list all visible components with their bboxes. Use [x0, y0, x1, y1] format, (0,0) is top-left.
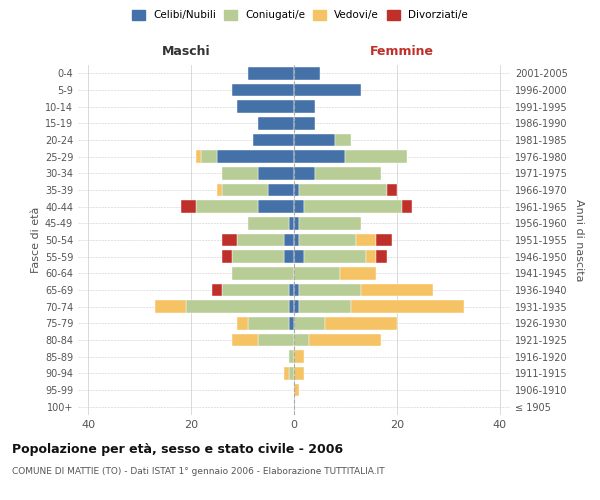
Text: Popolazione per età, sesso e stato civile - 2006: Popolazione per età, sesso e stato civil… — [12, 442, 343, 456]
Bar — [299, 217, 361, 230]
Bar — [232, 267, 294, 280]
Bar — [294, 100, 314, 113]
Bar — [294, 200, 304, 213]
Bar — [222, 284, 289, 296]
Bar — [376, 250, 386, 263]
Bar — [248, 67, 294, 80]
Bar — [232, 250, 284, 263]
Text: Maschi: Maschi — [161, 45, 211, 58]
Bar — [299, 184, 386, 196]
Bar — [196, 200, 258, 213]
Bar — [258, 167, 294, 179]
Bar — [294, 234, 299, 246]
Bar — [294, 84, 361, 96]
Bar — [304, 250, 366, 263]
Bar — [238, 100, 294, 113]
Y-axis label: Anni di nascita: Anni di nascita — [574, 198, 584, 281]
Bar — [325, 317, 397, 330]
Bar — [294, 284, 299, 296]
Bar — [294, 184, 299, 196]
Bar — [289, 367, 294, 380]
Bar — [232, 84, 294, 96]
Bar — [294, 150, 346, 163]
Bar — [289, 350, 294, 363]
Text: Femmine: Femmine — [370, 45, 434, 58]
Bar — [294, 267, 340, 280]
Bar — [346, 150, 407, 163]
Bar — [268, 184, 294, 196]
Bar — [217, 150, 294, 163]
Bar — [258, 117, 294, 130]
Bar — [212, 284, 222, 296]
Bar — [335, 134, 350, 146]
Bar — [294, 317, 325, 330]
Bar — [155, 300, 186, 313]
Bar — [294, 217, 299, 230]
Bar — [366, 250, 376, 263]
Bar — [238, 317, 248, 330]
Bar — [289, 284, 294, 296]
Bar — [196, 150, 202, 163]
Bar — [310, 334, 382, 346]
Bar — [402, 200, 412, 213]
Bar — [294, 300, 299, 313]
Bar — [248, 317, 289, 330]
Bar — [386, 184, 397, 196]
Bar — [222, 250, 232, 263]
Bar — [222, 184, 268, 196]
Bar — [284, 250, 294, 263]
Text: COMUNE DI MATTIE (TO) - Dati ISTAT 1° gennaio 2006 - Elaborazione TUTTITALIA.IT: COMUNE DI MATTIE (TO) - Dati ISTAT 1° ge… — [12, 468, 385, 476]
Bar — [294, 117, 314, 130]
Bar — [248, 217, 289, 230]
Bar — [350, 300, 464, 313]
Bar — [294, 167, 314, 179]
Y-axis label: Fasce di età: Fasce di età — [31, 207, 41, 273]
Legend: Celibi/Nubili, Coniugati/e, Vedovi/e, Divorziati/e: Celibi/Nubili, Coniugati/e, Vedovi/e, Di… — [132, 10, 468, 20]
Bar — [289, 300, 294, 313]
Bar — [289, 217, 294, 230]
Bar — [284, 234, 294, 246]
Bar — [376, 234, 392, 246]
Bar — [284, 367, 289, 380]
Bar — [181, 200, 196, 213]
Bar — [294, 367, 304, 380]
Bar — [356, 234, 376, 246]
Bar — [299, 300, 350, 313]
Bar — [314, 167, 382, 179]
Bar — [222, 167, 258, 179]
Bar — [202, 150, 217, 163]
Bar — [299, 234, 356, 246]
Bar — [222, 234, 238, 246]
Bar — [232, 334, 258, 346]
Bar — [294, 67, 320, 80]
Bar — [258, 334, 294, 346]
Bar — [299, 284, 361, 296]
Bar — [294, 250, 304, 263]
Bar — [294, 334, 310, 346]
Bar — [253, 134, 294, 146]
Bar — [217, 184, 222, 196]
Bar — [258, 200, 294, 213]
Bar — [289, 317, 294, 330]
Bar — [186, 300, 289, 313]
Bar — [340, 267, 376, 280]
Bar — [294, 384, 299, 396]
Bar — [304, 200, 402, 213]
Bar — [294, 134, 335, 146]
Bar — [294, 350, 304, 363]
Bar — [361, 284, 433, 296]
Bar — [238, 234, 284, 246]
